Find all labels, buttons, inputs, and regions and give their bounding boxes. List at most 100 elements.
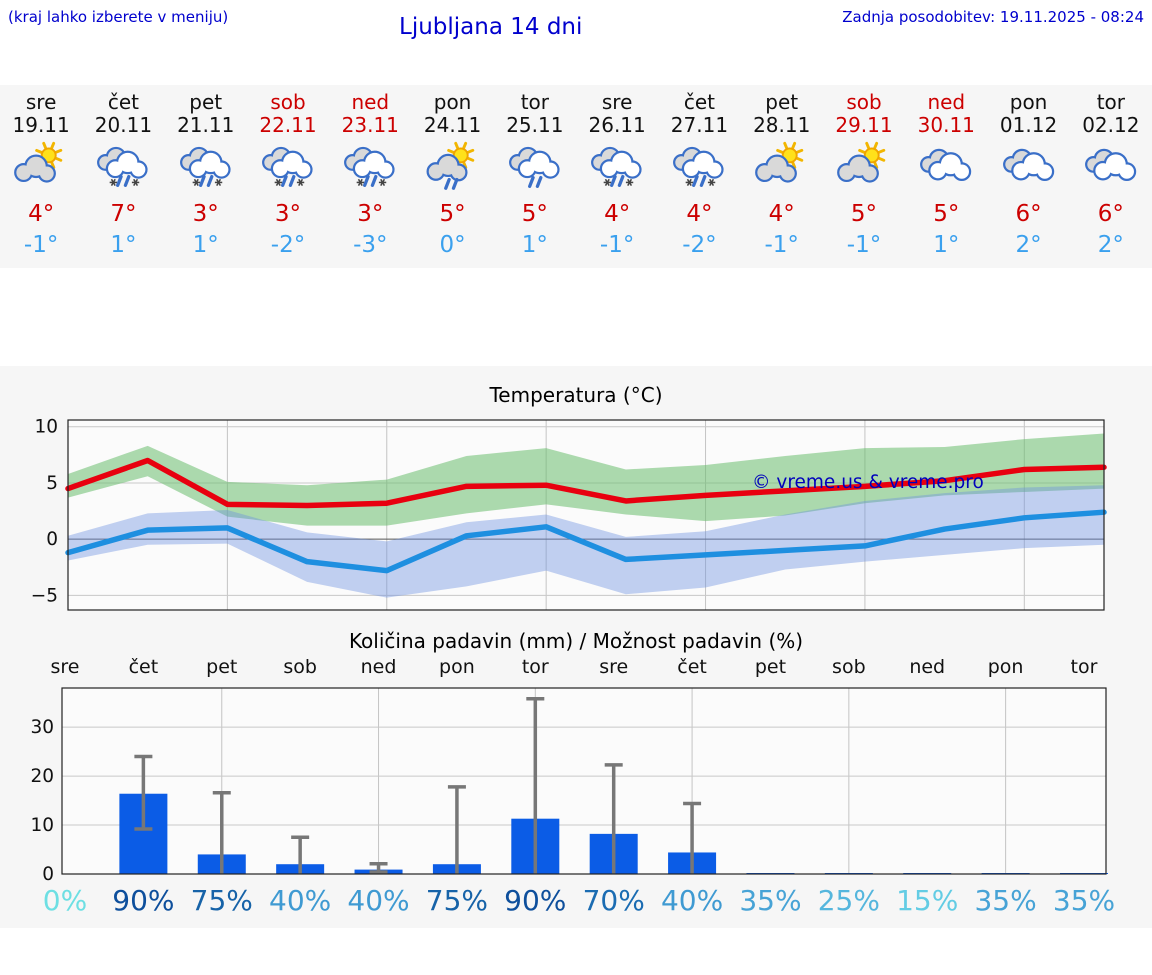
last-updated-text: Zadnja posodobitev: 19.11.2025 - 08:24 xyxy=(842,8,1144,26)
max-temperature: 7° xyxy=(110,201,137,227)
sleet-icon xyxy=(165,140,247,198)
precip-day-label: ned xyxy=(360,656,397,678)
forecast-day-26.11: sre 26.11 4° -1° xyxy=(576,91,658,268)
temp-y-tick: 10 xyxy=(34,417,58,438)
min-temperature: 1° xyxy=(521,232,548,258)
max-temperature: 4° xyxy=(28,201,55,227)
precip-probability: 40% xyxy=(660,884,724,917)
sun-cloud-icon xyxy=(823,140,905,198)
weather-page: (kraj lahko izberete v meniju) Ljubljana… xyxy=(0,0,1152,928)
min-temperature: -3° xyxy=(353,232,388,258)
precip-day-label: sre xyxy=(599,656,629,678)
sleet-icon xyxy=(329,140,411,198)
day-date: 19.11 xyxy=(12,113,70,137)
cloudy-icon xyxy=(905,140,987,198)
min-temperature: 1° xyxy=(192,232,219,258)
precip-probability: 25% xyxy=(817,884,880,917)
page-title: Ljubljana 14 dni xyxy=(399,14,583,40)
sun-rain-icon xyxy=(411,140,493,198)
max-temperature: 4° xyxy=(686,201,713,227)
sleet-icon xyxy=(576,140,658,198)
precip-probability: 15% xyxy=(896,884,959,917)
precip-probability: 75% xyxy=(425,884,489,917)
precip-probability: 35% xyxy=(1052,884,1116,917)
precipitation-chart-title: Količina padavin (mm) / Možnost padavin … xyxy=(348,629,804,653)
max-temperature: 4° xyxy=(604,201,631,227)
precip-probability: 90% xyxy=(504,884,567,917)
min-temperature: 0° xyxy=(439,232,466,258)
max-temperature: 5° xyxy=(933,201,960,227)
forecast-day-20.11: čet 20.11 7° 1° xyxy=(82,91,164,268)
rain-icon xyxy=(494,140,576,198)
sleet-icon xyxy=(247,140,329,198)
temp-y-tick: 0 xyxy=(46,529,58,550)
forecast-day-25.11: tor 25.11 5° 1° xyxy=(494,91,576,268)
day-date: 01.12 xyxy=(999,113,1058,137)
min-temperature: -1° xyxy=(846,232,882,258)
forecast-day-01.12: pon 01.12 6° 2° xyxy=(987,91,1069,268)
precip-probability: 75% xyxy=(190,884,253,917)
precip-y-tick: 10 xyxy=(30,815,54,836)
sun-cloud-icon xyxy=(741,140,823,198)
day-date: 30.11 xyxy=(917,113,975,137)
precip-error-bar xyxy=(526,697,545,874)
day-name: čet xyxy=(107,90,139,114)
max-temperature: 6° xyxy=(1097,201,1124,227)
precip-error-bar xyxy=(447,785,466,874)
precip-probability: 40% xyxy=(269,884,332,917)
forecast-day-27.11: čet 27.11 4° -2° xyxy=(658,91,740,268)
temp-y-tick: 5 xyxy=(46,473,58,494)
forecast-day-02.12: tor 02.12 6° 2° xyxy=(1070,91,1152,268)
precip-day-label: tor xyxy=(521,656,549,678)
precip-probability: 35% xyxy=(974,884,1037,917)
precip-error-bar xyxy=(683,801,702,874)
max-temperature: 4° xyxy=(768,201,795,227)
day-name: pon xyxy=(433,90,472,114)
precip-day-label: sob xyxy=(283,656,317,678)
max-temperature: 3° xyxy=(192,201,219,227)
precip-probability: 0% xyxy=(42,884,88,917)
precip-y-tick: 20 xyxy=(30,766,54,787)
precip-probability: 40% xyxy=(347,884,410,917)
day-date: 02.12 xyxy=(1082,113,1140,137)
day-date: 23.11 xyxy=(341,113,399,137)
temperature-chart-title: Temperatura (°C) xyxy=(489,383,663,407)
day-name: pon xyxy=(1009,90,1048,114)
precip-error-bar xyxy=(134,754,153,831)
max-temp-line xyxy=(65,457,1107,509)
sleet-icon xyxy=(658,140,740,198)
day-date: 28.11 xyxy=(753,113,811,137)
precip-y-tick: 0 xyxy=(42,864,54,882)
precip-day-label: pet xyxy=(206,656,238,678)
precip-day-label: tor xyxy=(1070,656,1098,678)
day-date: 26.11 xyxy=(588,113,646,137)
forecast-day-24.11: pon 24.11 5° 0° xyxy=(411,91,493,268)
forecast-day-29.11: sob 29.11 5° -1° xyxy=(823,91,905,268)
day-name: sre xyxy=(601,90,633,114)
precip-day-label: sob xyxy=(832,656,866,678)
forecast-day-21.11: pet 21.11 3° 1° xyxy=(165,91,247,268)
day-date: 21.11 xyxy=(177,113,235,137)
max-temperature: 6° xyxy=(1015,201,1042,227)
charts-section: Temperatura (°C) 10 5 0 −5 © vreme.us & vrem… xyxy=(0,366,1152,928)
sleet-icon xyxy=(82,140,164,198)
min-temperature: -1° xyxy=(764,232,799,258)
forecast-day-30.11: ned 30.11 5° 1° xyxy=(905,91,987,268)
forecast-day-strip: sre 19.11 4° -1° čet 20.11 7° 1° pet 21.11 3° 1° sob… xyxy=(0,85,1152,268)
day-date: 20.11 xyxy=(94,113,153,137)
day-name: tor xyxy=(1096,90,1125,114)
max-temperature: 5° xyxy=(521,201,548,227)
max-temperature: 3° xyxy=(274,201,302,227)
day-name: ned xyxy=(351,90,390,114)
sun-cloud-icon xyxy=(0,140,82,198)
day-date: 24.11 xyxy=(423,113,482,137)
day-name: ned xyxy=(927,90,966,114)
min-temp-line xyxy=(65,509,1107,574)
page-header: (kraj lahko izberete v meniju) Ljubljana… xyxy=(0,0,1152,85)
max-temperature: 3° xyxy=(357,201,384,227)
precip-probability: 35% xyxy=(739,884,802,917)
precip-probability: 90% xyxy=(112,884,175,917)
day-date: 22.11 xyxy=(259,113,317,137)
cloudy-icon xyxy=(987,140,1069,198)
forecast-day-19.11: sre 19.11 4° -1° xyxy=(0,91,82,268)
